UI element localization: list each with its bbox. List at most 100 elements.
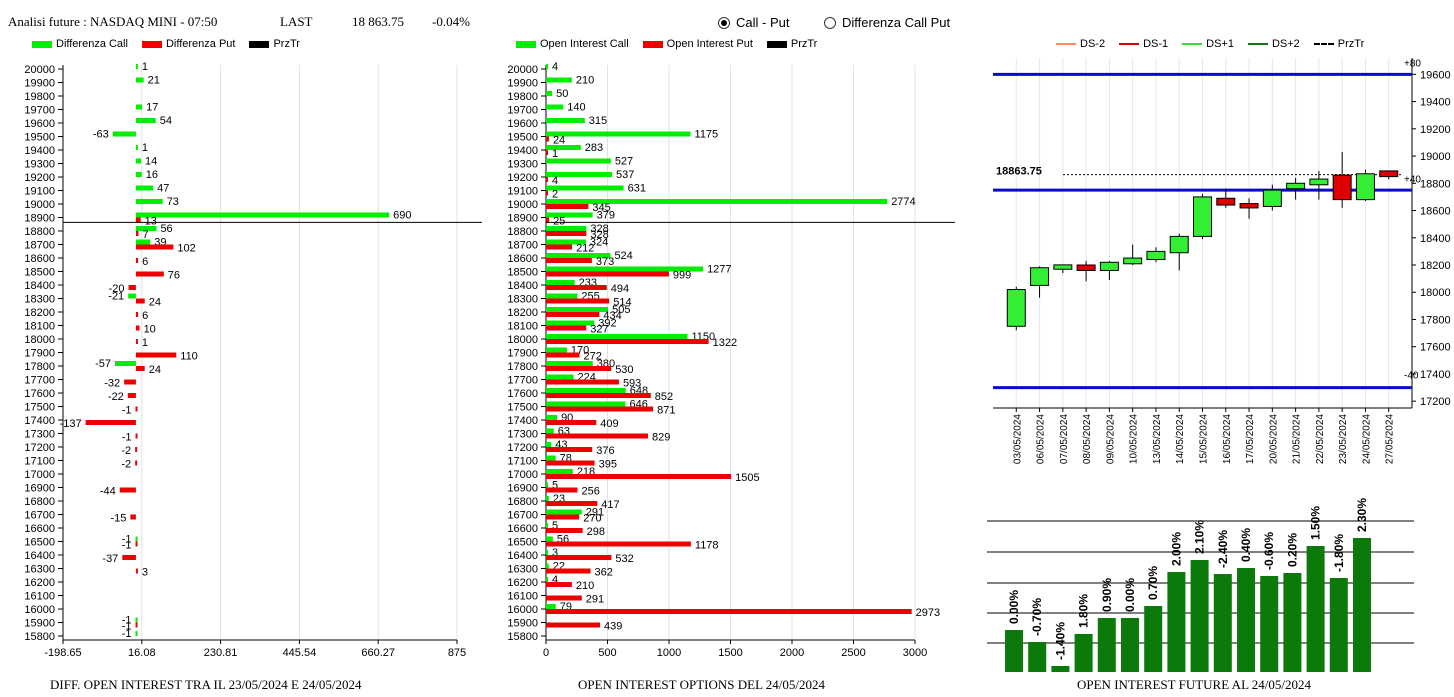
strike-label: 16800 bbox=[24, 496, 55, 508]
strike-label: 17400 bbox=[507, 415, 538, 427]
bar bbox=[546, 595, 582, 601]
legend-swatch bbox=[1056, 43, 1076, 45]
bar bbox=[546, 568, 591, 574]
oi-bar-label: 0.90% bbox=[1100, 578, 1114, 612]
bar bbox=[546, 555, 612, 560]
x-tick-label: 0 bbox=[543, 647, 549, 659]
legend-item: PrzTr bbox=[1313, 38, 1365, 50]
bar bbox=[546, 469, 573, 474]
bar-value-label: 212 bbox=[576, 243, 594, 255]
radio-call-put[interactable]: Call - Put bbox=[718, 15, 789, 30]
oi-bar-label: 2.30% bbox=[1355, 498, 1369, 532]
bar-value-label: 10 bbox=[144, 324, 156, 336]
date-label: 21/05/2024 bbox=[1292, 414, 1303, 464]
legend-label: Open Interest Call bbox=[540, 38, 629, 50]
strike-label: 19700 bbox=[507, 105, 538, 117]
radio-diff-call-put[interactable]: Differenza Call Put bbox=[824, 15, 950, 30]
bar-value-label: -1 bbox=[122, 432, 132, 444]
bar-value-label: 50 bbox=[556, 88, 568, 100]
bar bbox=[128, 285, 136, 290]
bar-value-label: 2774 bbox=[891, 196, 915, 208]
bar-value-label: 1 bbox=[552, 148, 558, 160]
date-label: 15/05/2024 bbox=[1199, 414, 1210, 464]
bar bbox=[135, 406, 138, 412]
candle-down bbox=[1239, 203, 1259, 209]
candle-up bbox=[1286, 182, 1306, 190]
date-label: 10/05/2024 bbox=[1129, 414, 1140, 464]
oi-bar bbox=[1097, 618, 1116, 672]
bar-value-label: 505 bbox=[612, 304, 630, 316]
bar bbox=[546, 523, 548, 528]
strike-label: 16200 bbox=[507, 577, 538, 589]
bar bbox=[546, 226, 587, 231]
strike-label: 19000 bbox=[507, 199, 538, 211]
price-label: 18863.75 bbox=[996, 166, 1042, 178]
bar-value-label: 327 bbox=[590, 324, 608, 336]
strike-label: 18700 bbox=[24, 240, 55, 252]
legend-item: Open Interest Call bbox=[516, 38, 629, 50]
radio-selected-icon[interactable] bbox=[718, 16, 730, 29]
radio-unselected-icon[interactable] bbox=[824, 16, 836, 29]
bar bbox=[135, 231, 139, 236]
date-label: 06/05/2024 bbox=[1036, 414, 1047, 464]
oi-bar bbox=[1051, 666, 1070, 672]
strike-label: 16000 bbox=[507, 604, 538, 616]
strike-label: 15900 bbox=[24, 618, 55, 630]
bar bbox=[135, 185, 154, 191]
oi-bar bbox=[1144, 606, 1163, 672]
legend-label: PrzTr bbox=[1337, 38, 1365, 50]
oi-bar bbox=[1283, 573, 1302, 672]
bar bbox=[546, 325, 587, 331]
bar bbox=[546, 388, 626, 393]
legend-swatch bbox=[141, 40, 162, 48]
bar bbox=[135, 325, 140, 331]
strike-label: 15800 bbox=[507, 631, 538, 643]
bar-value-label: -37 bbox=[102, 553, 118, 565]
bar bbox=[135, 460, 138, 466]
bar bbox=[546, 374, 574, 380]
bar-value-label: 76 bbox=[168, 270, 180, 282]
strike-label: 18100 bbox=[507, 321, 538, 333]
change-value: -0.04% bbox=[432, 14, 470, 29]
strike-label: 16500 bbox=[507, 537, 538, 549]
bar bbox=[546, 239, 586, 245]
bar bbox=[546, 582, 572, 587]
bar-value-label: 1175 bbox=[695, 129, 719, 141]
oi-bar bbox=[1028, 642, 1047, 672]
oi-bar-label: 0.00% bbox=[1007, 590, 1021, 624]
strike-label: 19600 bbox=[507, 118, 538, 130]
bar-value-label: 56 bbox=[160, 223, 172, 235]
date-label: 13/05/2024 bbox=[1152, 414, 1163, 464]
date-label: 24/05/2024 bbox=[1361, 414, 1372, 464]
candle-up bbox=[1355, 173, 1375, 201]
legend-label: Open Interest Put bbox=[666, 38, 753, 50]
bar bbox=[546, 501, 598, 506]
bar-value-label: 514 bbox=[613, 297, 631, 309]
bar-value-label: 256 bbox=[581, 486, 599, 498]
bar bbox=[546, 563, 549, 569]
strike-label: 17000 bbox=[507, 469, 538, 481]
bar bbox=[546, 339, 709, 344]
bar bbox=[135, 631, 138, 636]
candle-up bbox=[1309, 178, 1329, 186]
strike-label: 17600 bbox=[24, 388, 55, 400]
bar-value-label: -32 bbox=[104, 378, 120, 390]
bar-value-label: 362 bbox=[595, 567, 613, 579]
bar bbox=[135, 312, 139, 317]
bar bbox=[135, 158, 142, 164]
legend-label: PrzTr bbox=[273, 38, 300, 50]
strike-label: 17100 bbox=[24, 456, 55, 468]
bar bbox=[135, 199, 163, 204]
bar bbox=[546, 447, 593, 452]
bar bbox=[135, 447, 138, 452]
x-tick-label: 2000 bbox=[780, 647, 804, 659]
bar bbox=[135, 239, 151, 245]
legend-label: DS-1 bbox=[1143, 38, 1169, 50]
bar bbox=[546, 496, 549, 501]
bar-value-label: 999 bbox=[673, 270, 691, 282]
bar-value-label: 829 bbox=[652, 432, 670, 444]
bar bbox=[135, 622, 138, 628]
strike-label: 16800 bbox=[507, 496, 538, 508]
oi-bar-label: -2.40% bbox=[1216, 530, 1230, 568]
strike-label: 15800 bbox=[24, 631, 55, 643]
